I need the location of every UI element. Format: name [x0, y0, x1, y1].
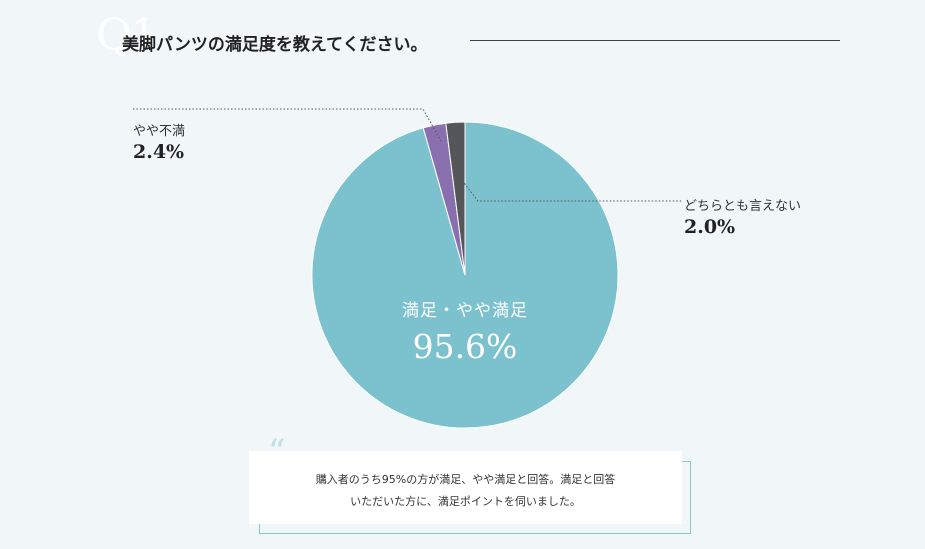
slice-percent: 95.6% — [412, 327, 518, 366]
question-number-watermark: Q1 — [96, 10, 158, 61]
slice-name: やや不満 — [133, 124, 186, 139]
comment-line-1: 購入者のうち95%の方が満足、やや満足と回答。満足と回答 — [315, 473, 616, 486]
slice-label-dochiratomo: どちらとも言えない 2.0% — [684, 195, 801, 238]
slice-label-yaya-fuman: やや不満 2.4% — [133, 120, 185, 163]
leader-line-dochiratomo — [457, 174, 682, 202]
comment-box: 購入者のうち95%の方が満足、やや満足と回答。満足と回答 いただいた方に、満足ポ… — [249, 451, 682, 524]
pie-slice-dochiratomo — [445, 121, 466, 276]
quote-icon: “ — [268, 432, 286, 472]
slice-percent: 2.0% — [684, 216, 736, 238]
title-rule — [470, 40, 840, 41]
slice-label-manzoku: 満足・やや満足 95.6% — [365, 296, 565, 366]
slice-percent: 2.4% — [133, 141, 185, 163]
comment-line-2: いただいた方に、満足ポイントを伺いました。 — [350, 495, 581, 508]
question-title: 美脚パンツの満足度を教えてください。 — [122, 35, 428, 55]
slice-name: 満足・やや満足 — [402, 301, 528, 321]
slice-name: どちらとも言えない — [684, 199, 802, 214]
